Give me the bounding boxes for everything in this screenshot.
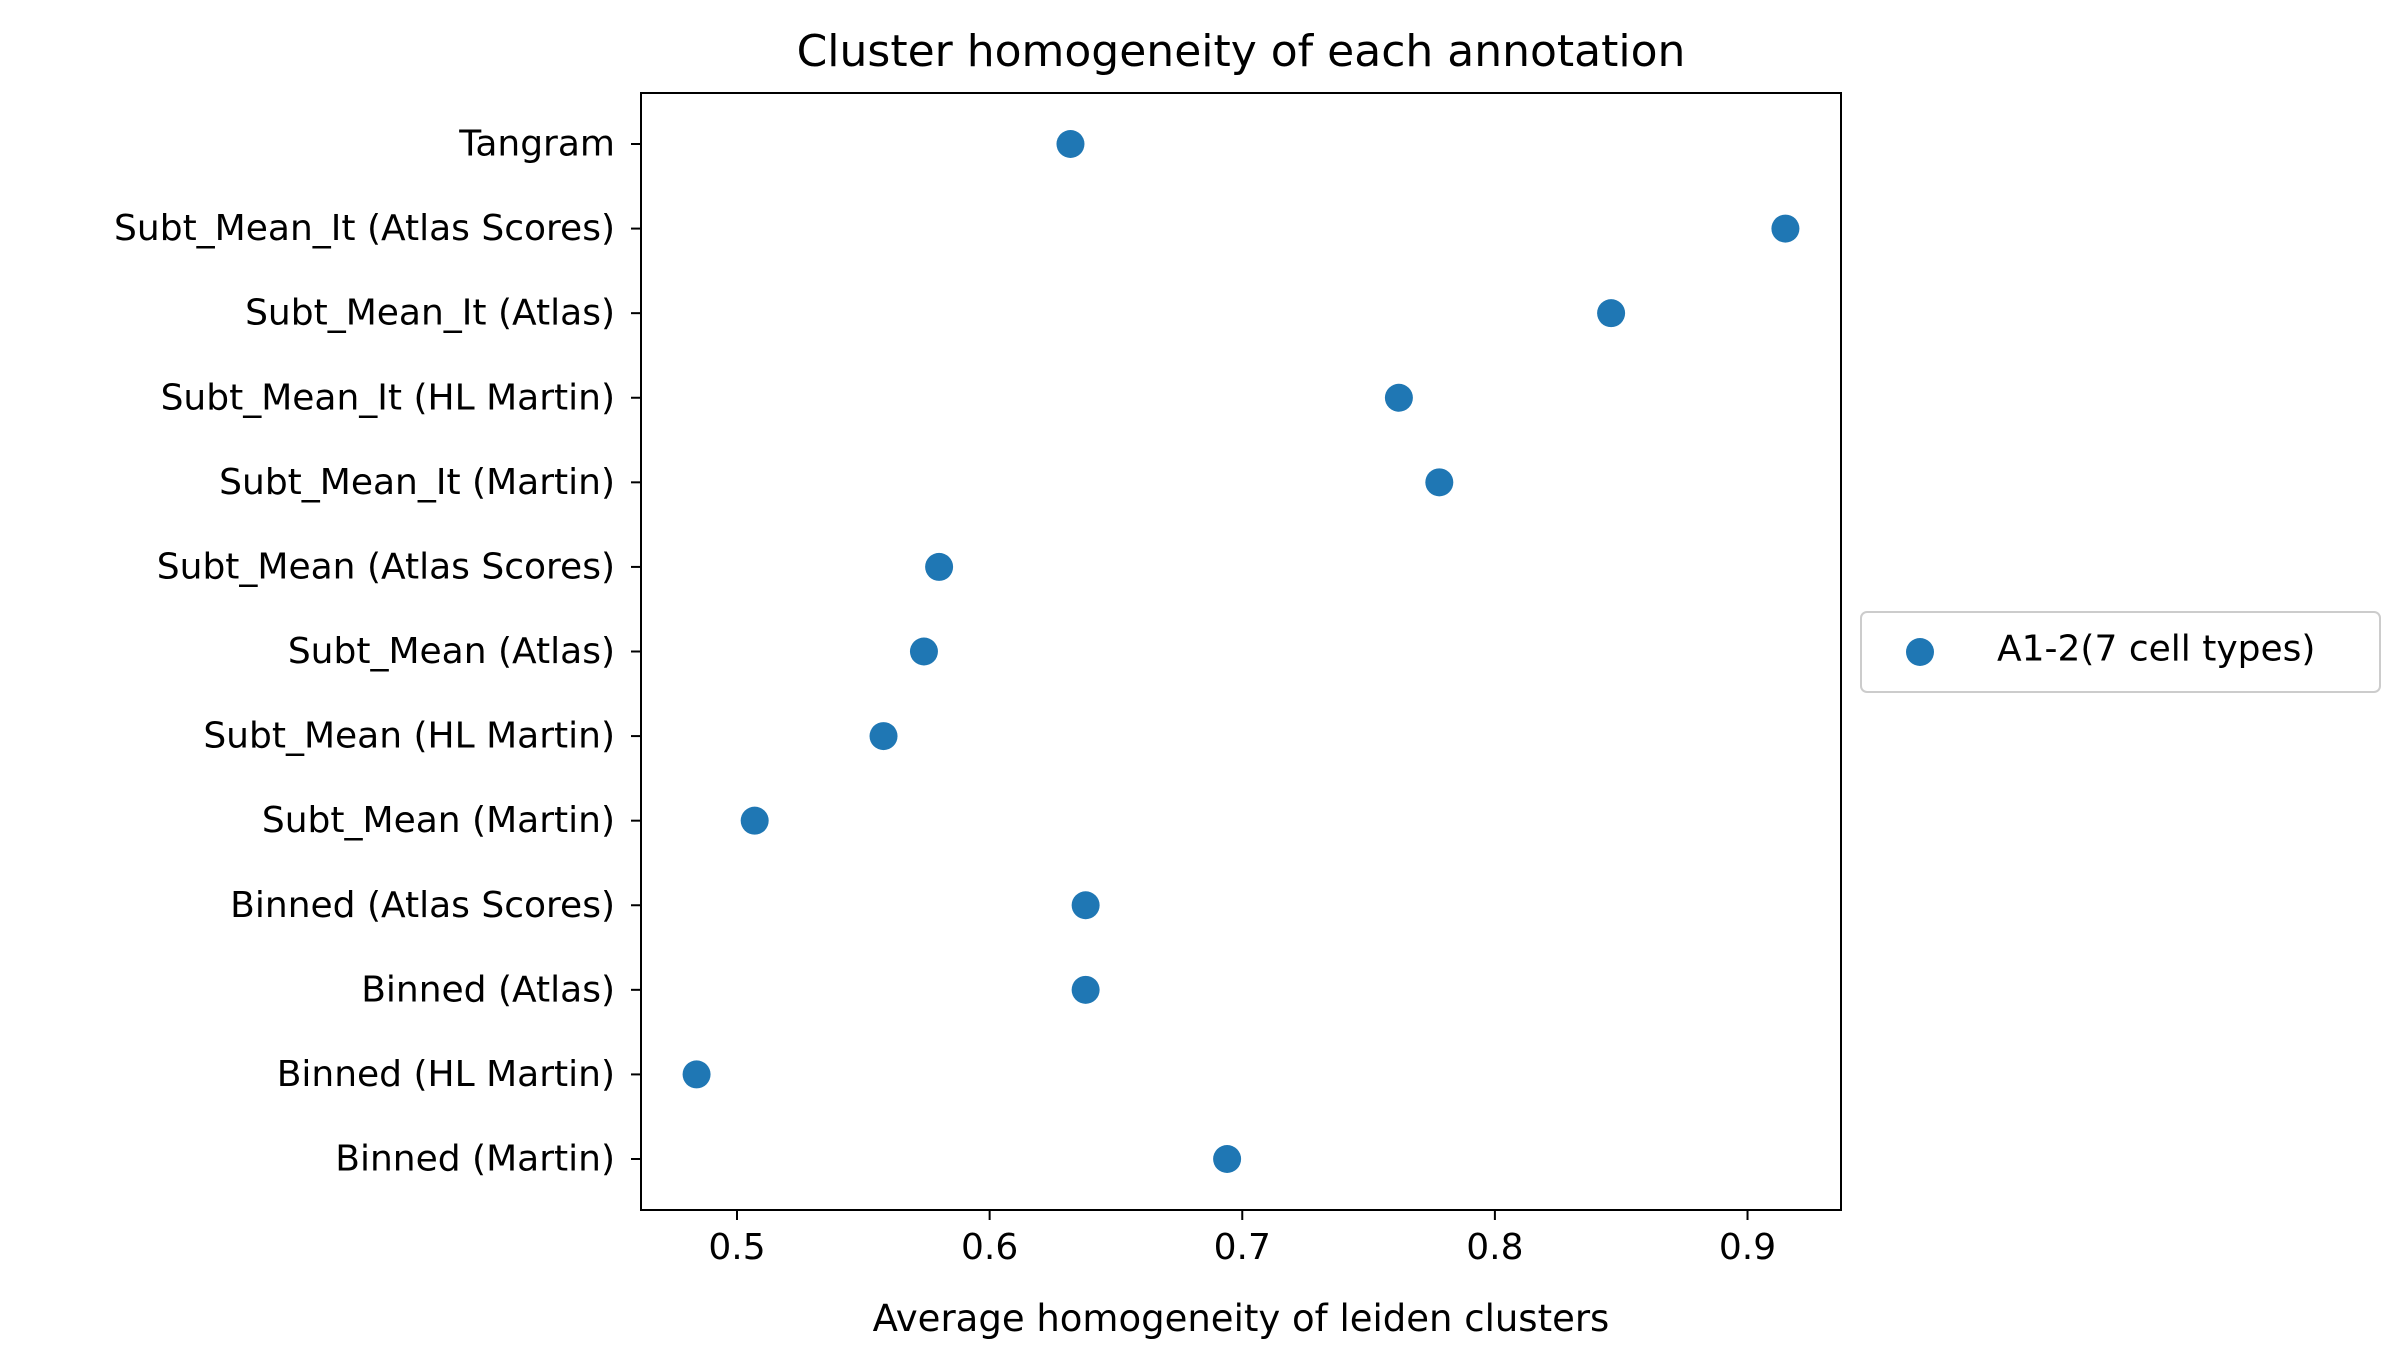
plot-frame xyxy=(640,92,1842,1211)
legend-label: A1-2(7 cell types) xyxy=(1997,629,2315,670)
y-tick-label: Subt_Mean (Atlas Scores) xyxy=(157,546,615,587)
y-tick-label: Subt_Mean_It (Atlas) xyxy=(245,293,615,334)
legend-marker xyxy=(1906,638,1934,666)
data-point xyxy=(1071,891,1100,920)
x-tick-label: 0.8 xyxy=(1466,1227,1523,1268)
data-point xyxy=(1056,130,1085,158)
data-point xyxy=(1071,975,1100,1004)
y-tick-label: Binned (Martin) xyxy=(335,1139,615,1180)
y-tick-label: Subt_Mean_It (HL Martin) xyxy=(161,377,615,418)
y-tick-label: Binned (Atlas Scores) xyxy=(230,885,615,926)
data-point xyxy=(909,637,938,666)
x-tick-label: 0.9 xyxy=(1719,1227,1776,1268)
chart-title: Cluster homogeneity of each annotation xyxy=(797,26,1686,77)
data-point xyxy=(1597,299,1626,328)
data-point xyxy=(925,552,954,581)
x-axis-title: Average homogeneity of leiden clusters xyxy=(873,1297,1610,1340)
data-point xyxy=(682,1060,711,1089)
data-point xyxy=(1771,214,1800,243)
x-tick-label: 0.7 xyxy=(1214,1227,1271,1268)
y-tick-label: Subt_Mean (Atlas) xyxy=(288,631,615,672)
x-tick-label: 0.5 xyxy=(708,1227,765,1268)
plot-layer: 0.5 0.6 0.7 0.8 0.9 Tangram Subt_Mean_It (Atla… xyxy=(114,92,1842,1268)
data-point xyxy=(740,806,769,835)
y-tick-label: Binned (Atlas) xyxy=(361,969,615,1010)
x-tick-label: 0.6 xyxy=(961,1227,1018,1268)
y-tick-label: Subt_Mean_It (Atlas Scores) xyxy=(114,208,615,249)
legend-box xyxy=(1860,611,2381,693)
data-point xyxy=(869,722,898,751)
data-point xyxy=(1384,383,1413,412)
data-point xyxy=(1425,468,1454,497)
y-tick-label: Tangram xyxy=(458,124,615,165)
legend: A1-2(7 cell types) xyxy=(1860,611,2381,693)
y-tick-label: Subt_Mean_It (Martin) xyxy=(219,462,615,503)
data-point xyxy=(1213,1145,1242,1173)
y-tick-label: Binned (HL Martin) xyxy=(277,1054,615,1095)
y-tick-label: Subt_Mean (Martin) xyxy=(262,800,615,841)
y-tick-label: Subt_Mean (HL Martin) xyxy=(203,716,615,757)
